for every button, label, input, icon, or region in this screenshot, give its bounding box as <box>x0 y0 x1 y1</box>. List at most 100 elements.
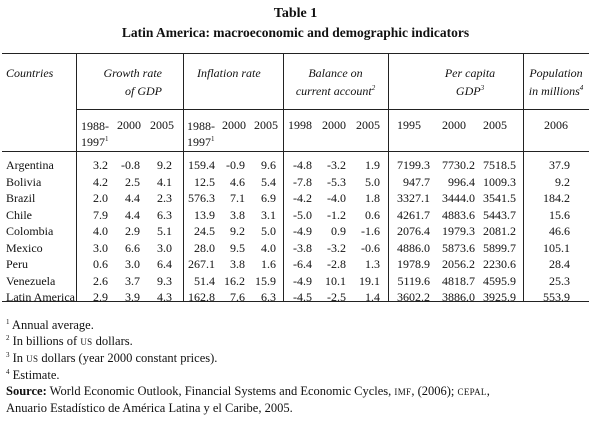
cell-growth: 9.3 <box>157 273 172 288</box>
cell-per-capita: 3444.0 <box>442 191 475 205</box>
cell-growth: 9.2 <box>157 158 172 172</box>
cell-per-capita: 2081.2 <box>483 224 516 238</box>
cell-inflation: 15.9 <box>255 273 276 288</box>
footnote: 3 In US dollars (year 2000 constant pric… <box>6 350 218 365</box>
row-country: Peru <box>6 257 28 271</box>
cell-inflation: 3.8 <box>230 207 245 222</box>
cell-inflation: 6.3 <box>261 290 276 304</box>
cell-balance: -4.9 <box>293 273 312 288</box>
cell-inflation: 5.0 <box>261 224 276 238</box>
cell-per-capita: 5119.6 <box>397 273 430 288</box>
cell-per-capita: 7730.2 <box>442 158 475 172</box>
header-percapita-line2: GDP3 <box>455 84 485 98</box>
cell-population: 9.2 <box>555 174 570 189</box>
year-inflation-range: 1988- 19971 <box>187 119 215 149</box>
cell-inflation: 576.3 <box>188 191 215 205</box>
cell-inflation: 24.5 <box>194 224 215 238</box>
cell-growth: 2.5 <box>125 174 140 189</box>
cell-growth: 3.0 <box>157 240 172 255</box>
cell-growth: 6.3 <box>157 207 172 222</box>
cell-population: 15.6 <box>549 207 570 222</box>
cell-inflation: 7.6 <box>230 290 245 304</box>
cell-inflation: 9.6 <box>261 158 276 172</box>
table-title: Latin America: macroeconomic and demogra… <box>121 25 470 40</box>
cell-per-capita: 3541.5 <box>483 191 516 205</box>
cell-per-capita: 7199.3 <box>397 158 430 172</box>
cell-per-capita: 5899.7 <box>483 240 516 255</box>
col-divider <box>76 53 77 301</box>
cell-balance: 1.9 <box>365 158 380 172</box>
cell-balance: -3.8 <box>293 240 312 255</box>
year-population-2006: 2006 <box>544 118 568 132</box>
cell-growth: 4.3 <box>157 290 172 304</box>
cell-growth: 4.4 <box>125 207 140 222</box>
cell-balance: -1.2 <box>327 207 346 222</box>
cell-balance: -4.0 <box>327 191 346 205</box>
header-population-line1: Population <box>529 66 583 80</box>
cell-growth: 4.1 <box>157 174 172 189</box>
cell-balance: -5.0 <box>293 207 312 222</box>
cell-growth: 7.9 <box>93 207 108 222</box>
year-percapita-2005: 2005 <box>483 118 507 132</box>
header-balance-line2: current account2 <box>295 84 376 98</box>
row-country: Mexico <box>6 240 43 255</box>
cell-growth: 3.9 <box>125 290 140 304</box>
cell-balance: 10.1 <box>325 273 346 288</box>
cell-balance: 5.0 <box>365 174 380 189</box>
cell-per-capita: 996.4 <box>448 174 475 189</box>
cell-inflation: 4.0 <box>261 240 276 255</box>
year-growth-2005: 2005 <box>150 118 174 132</box>
year-growth-range: 1988- 19971 <box>81 119 109 149</box>
cell-inflation: 3.1 <box>261 207 276 222</box>
header-inflation: Inflation rate <box>197 66 261 80</box>
year-inflation-2005: 2005 <box>254 118 278 132</box>
cell-balance: 1.3 <box>365 257 380 271</box>
cell-inflation: 16.2 <box>224 273 245 288</box>
row-country: Brazil <box>6 191 36 205</box>
col-divider <box>183 53 184 301</box>
cell-per-capita: 4595.9 <box>483 273 516 288</box>
cell-inflation: 4.6 <box>230 174 245 189</box>
col-divider <box>523 53 524 301</box>
cell-growth: -0.8 <box>121 158 140 172</box>
cell-balance: 19.1 <box>359 273 380 288</box>
cell-per-capita: 1979.3 <box>442 224 475 238</box>
table-number: Table 1 <box>273 6 318 21</box>
cell-per-capita: 5443.7 <box>483 207 516 222</box>
year-balance-2000: 2000 <box>322 118 346 132</box>
cell-per-capita: 3602.2 <box>397 290 430 304</box>
year-growth-2000: 2000 <box>117 118 141 132</box>
cell-per-capita: 7518.5 <box>483 158 516 172</box>
source-line: Source: World Economic Outlook, Financia… <box>6 384 490 398</box>
footnote: 4 Estimate. <box>6 367 60 382</box>
cell-per-capita: 2056.2 <box>442 257 475 271</box>
cell-balance: 0.9 <box>331 224 346 238</box>
cell-growth: 6.4 <box>157 257 172 271</box>
row-country: Latin America <box>6 290 75 304</box>
cell-per-capita: 947.7 <box>403 174 430 189</box>
row-country: Argentina <box>6 158 54 172</box>
cell-growth: 2.0 <box>93 191 108 205</box>
year-balance-1998: 1998 <box>288 118 312 132</box>
cell-growth: 3.0 <box>93 240 108 255</box>
cell-balance: -4.5 <box>293 290 312 304</box>
cell-balance: -0.6 <box>361 240 380 255</box>
cell-per-capita: 4883.6 <box>442 207 475 222</box>
cell-per-capita: 1009.3 <box>483 174 516 189</box>
cell-per-capita: 1978.9 <box>397 257 430 271</box>
header-population-line2: in millions4 <box>528 84 584 98</box>
cell-balance: 1.4 <box>365 290 380 304</box>
footnote: 2 In billions of US dollars. <box>6 333 133 348</box>
cell-inflation: 1.6 <box>261 257 276 271</box>
cell-growth: 3.7 <box>125 273 140 288</box>
row-country: Chile <box>6 207 32 222</box>
cell-per-capita: 2076.4 <box>397 224 430 238</box>
cell-growth: 5.1 <box>157 224 172 238</box>
cell-inflation: 9.2 <box>230 224 245 238</box>
cell-inflation: 51.4 <box>194 273 215 288</box>
cell-balance: -6.4 <box>293 257 312 271</box>
header-countries: Countries <box>6 66 54 80</box>
cell-population: 28.4 <box>549 257 570 271</box>
cell-inflation: 13.9 <box>194 207 215 222</box>
